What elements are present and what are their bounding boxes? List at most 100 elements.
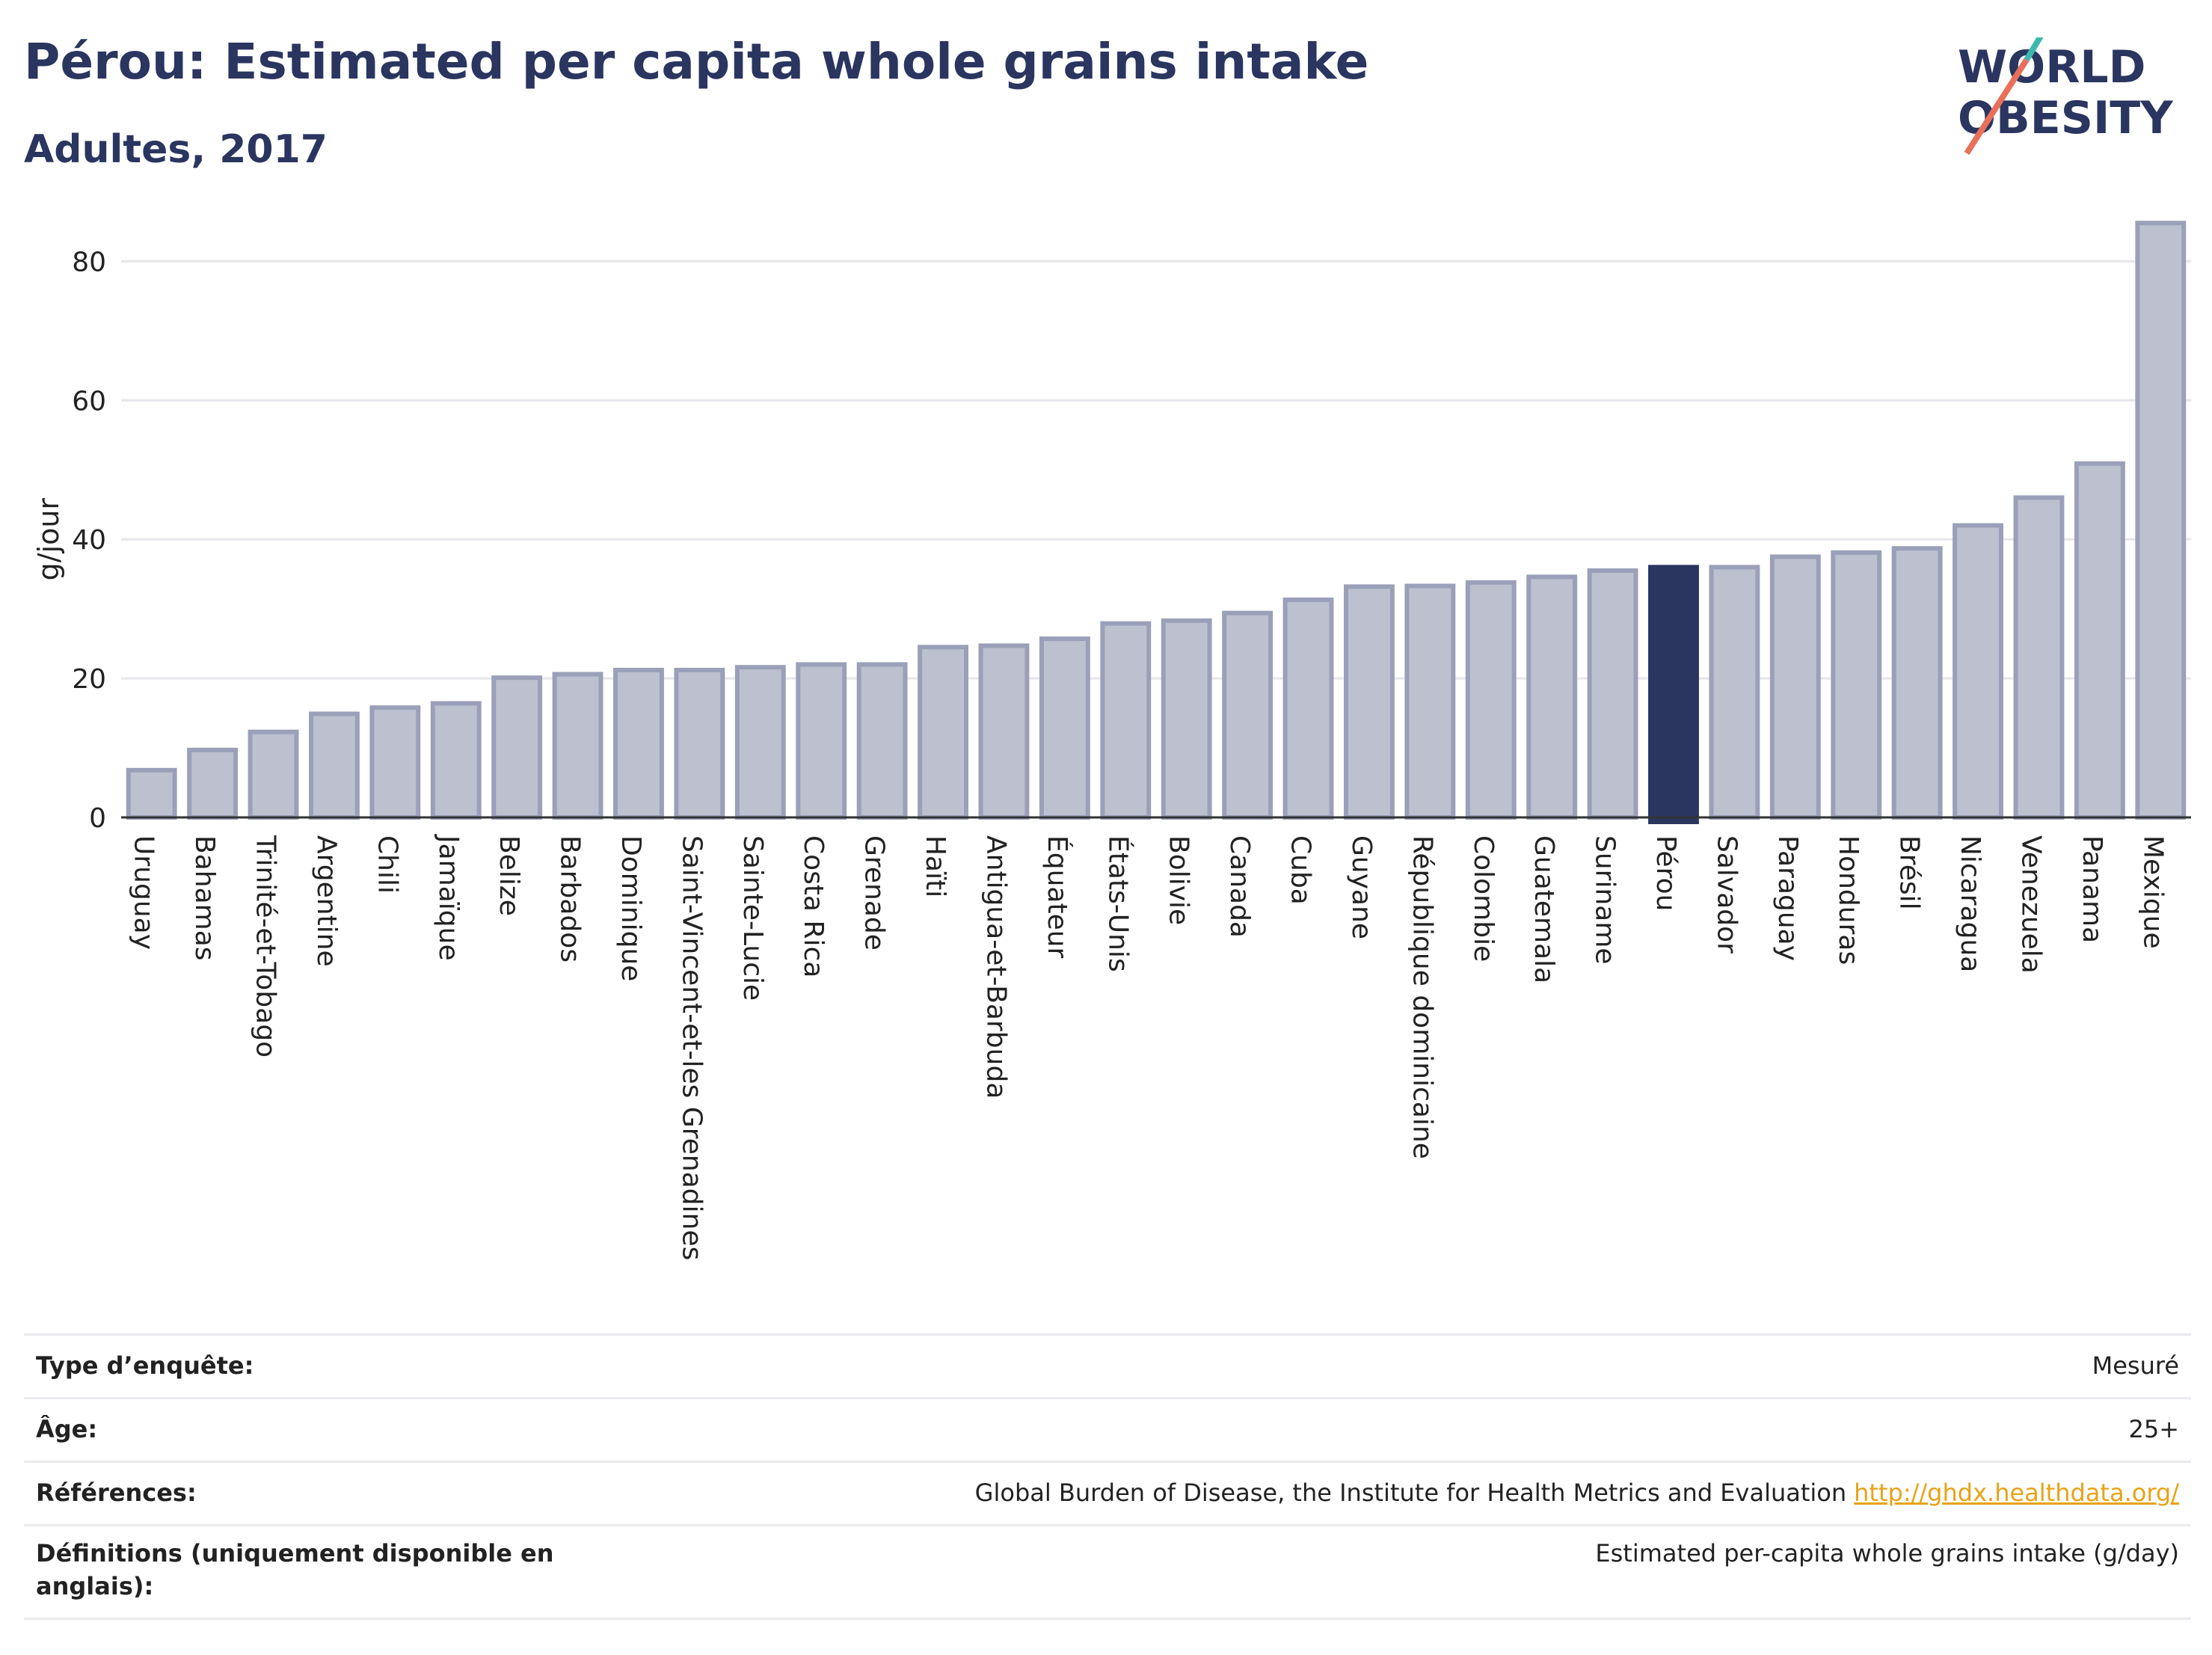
x-tick-label: Grenade [859, 835, 890, 951]
x-tick-label: Trinité-et-Tobago [251, 835, 281, 1057]
logo-accent-red [1964, 58, 2030, 156]
bar [1709, 565, 1760, 820]
bar [1222, 610, 1274, 820]
info-value: Estimated per-capita whole grains intake… [1595, 1537, 2179, 1570]
x-tick-label: Paraguay [1772, 835, 1803, 961]
bar [2135, 221, 2187, 820]
info-row: Type d’enquête: Mesuré [24, 1333, 2191, 1397]
x-tick-label: Chili [372, 835, 402, 894]
x-tick-label: Venezuela [2015, 835, 2046, 974]
x-tick-label: Nicaragua [1955, 835, 1985, 972]
bar [1039, 636, 1090, 820]
info-value-text: Global Burden of Disease, the Institute … [974, 1479, 1847, 1507]
x-tick-label: Jamaïque [433, 834, 464, 961]
x-tick-label: Dominique [615, 835, 646, 981]
bar [369, 705, 421, 820]
x-tick-label: Mexique [2137, 835, 2168, 949]
bar [613, 667, 664, 820]
bar [1953, 523, 2003, 820]
logo-line-2: OBESITY [1958, 92, 2174, 144]
x-tick-label: Guatemala [1529, 835, 1559, 983]
x-tick-label: Panama [2077, 835, 2107, 943]
bar [1282, 598, 1334, 820]
bar [796, 662, 847, 820]
x-tick-label: Suriname [1590, 835, 1620, 965]
x-tick-label: Cuba [1285, 835, 1316, 905]
bar [1161, 618, 1212, 820]
info-label: Type d’enquête: [36, 1351, 254, 1380]
x-tick-label: Belize [494, 835, 524, 916]
y-tick-label: 60 [72, 386, 106, 417]
x-tick-label: Colombie [1468, 835, 1499, 962]
bar [2013, 495, 2065, 820]
bar [1344, 584, 1395, 820]
info-value-text: Estimated per-capita whole grains intake… [1595, 1539, 2179, 1568]
bar [491, 675, 543, 820]
info-value: 25+ [2128, 1413, 2179, 1446]
bar [674, 667, 725, 820]
info-table: Type d’enquête: Mesuré Âge: 25+ Références: G… [24, 1333, 2191, 1620]
logo-accent-teal [2024, 37, 2044, 62]
x-tick-label: Guyane [1346, 835, 1377, 939]
bar [309, 711, 360, 820]
info-row: Âge: 25+ [24, 1397, 2191, 1461]
info-row: Références: Global Burden of Disease, the… [24, 1461, 2191, 1524]
x-tick-label: Costa Rica [798, 835, 829, 977]
x-tick-label: Sainte-Lucie [737, 835, 768, 1001]
x-tick-label: États-Unis [1102, 835, 1134, 972]
bar [2074, 461, 2125, 820]
info-value-text: Mesuré [2092, 1351, 2179, 1380]
info-value: Global Burden of Disease, the Institute … [975, 1476, 2179, 1509]
bar [1891, 546, 1943, 820]
x-tick-label: Haïti [920, 835, 950, 897]
y-tick-label: 40 [72, 525, 106, 556]
bar [1526, 574, 1578, 820]
x-tick-label: Canada [1224, 835, 1255, 938]
bar [1648, 565, 1699, 824]
info-row: Définitions (uniquement disponible en an… [24, 1524, 2191, 1620]
bar [187, 747, 239, 820]
info-label: Références: [36, 1479, 197, 1507]
bar [1465, 580, 1517, 820]
x-tick-label: Argentine [311, 835, 342, 967]
bar [126, 767, 177, 820]
world-obesity-logo: WORLD OBESITY [1958, 37, 2174, 156]
page-subtitle: Adultes, 2017 [24, 127, 328, 172]
bar [978, 643, 1030, 820]
bar [1587, 568, 1638, 820]
info-label: Âge: [36, 1415, 98, 1443]
x-tick-label: République dominicaine [1407, 835, 1437, 1159]
bar [856, 662, 908, 820]
x-tick-label: Salvador [1711, 835, 1742, 954]
bar [430, 701, 482, 820]
x-tick-label: Pérou [1650, 835, 1681, 911]
info-value-text: 25+ [2128, 1415, 2179, 1443]
reference-link[interactable]: http://ghdx.healthdata.org/ [1854, 1479, 2179, 1507]
bar [1404, 583, 1456, 820]
x-tick-label: Bolivie [1164, 835, 1194, 925]
bar-chart: 0 20 40 60 80 g/jour Uruguay Bahamas Trinité-et-… [32, 221, 2191, 1260]
x-tick-label: Honduras [1833, 835, 1864, 965]
page-title: Pérou: Estimated per capita whole grains… [24, 33, 1369, 90]
y-tick-label: 20 [72, 664, 106, 695]
bar [552, 672, 603, 820]
bar [918, 645, 968, 820]
x-tick-label: Saint-Vincent-et-les Grenadines [676, 835, 707, 1260]
x-tick-label: Antigua-et-Barbuda [980, 835, 1011, 1099]
y-tick-label: 80 [72, 247, 106, 277]
logo-line-1: WORLD [1958, 41, 2145, 93]
bar [734, 665, 786, 820]
x-tick-label: Barbados [555, 835, 586, 962]
info-value: Mesuré [2092, 1349, 2179, 1382]
bar [1769, 554, 1821, 820]
bar [248, 729, 299, 820]
bar [1831, 550, 1882, 820]
y-tick-label: 0 [89, 803, 106, 834]
x-tick-label: Équateur [1042, 835, 1073, 959]
bar [1100, 621, 1152, 820]
x-tick-label: Brésil [1894, 835, 1925, 910]
x-tick-label: Bahamas [189, 835, 220, 961]
y-axis-label: g/jour [32, 498, 65, 581]
info-label: Définitions (uniquement disponible en an… [36, 1539, 554, 1600]
x-tick-label: Uruguay [129, 835, 159, 950]
